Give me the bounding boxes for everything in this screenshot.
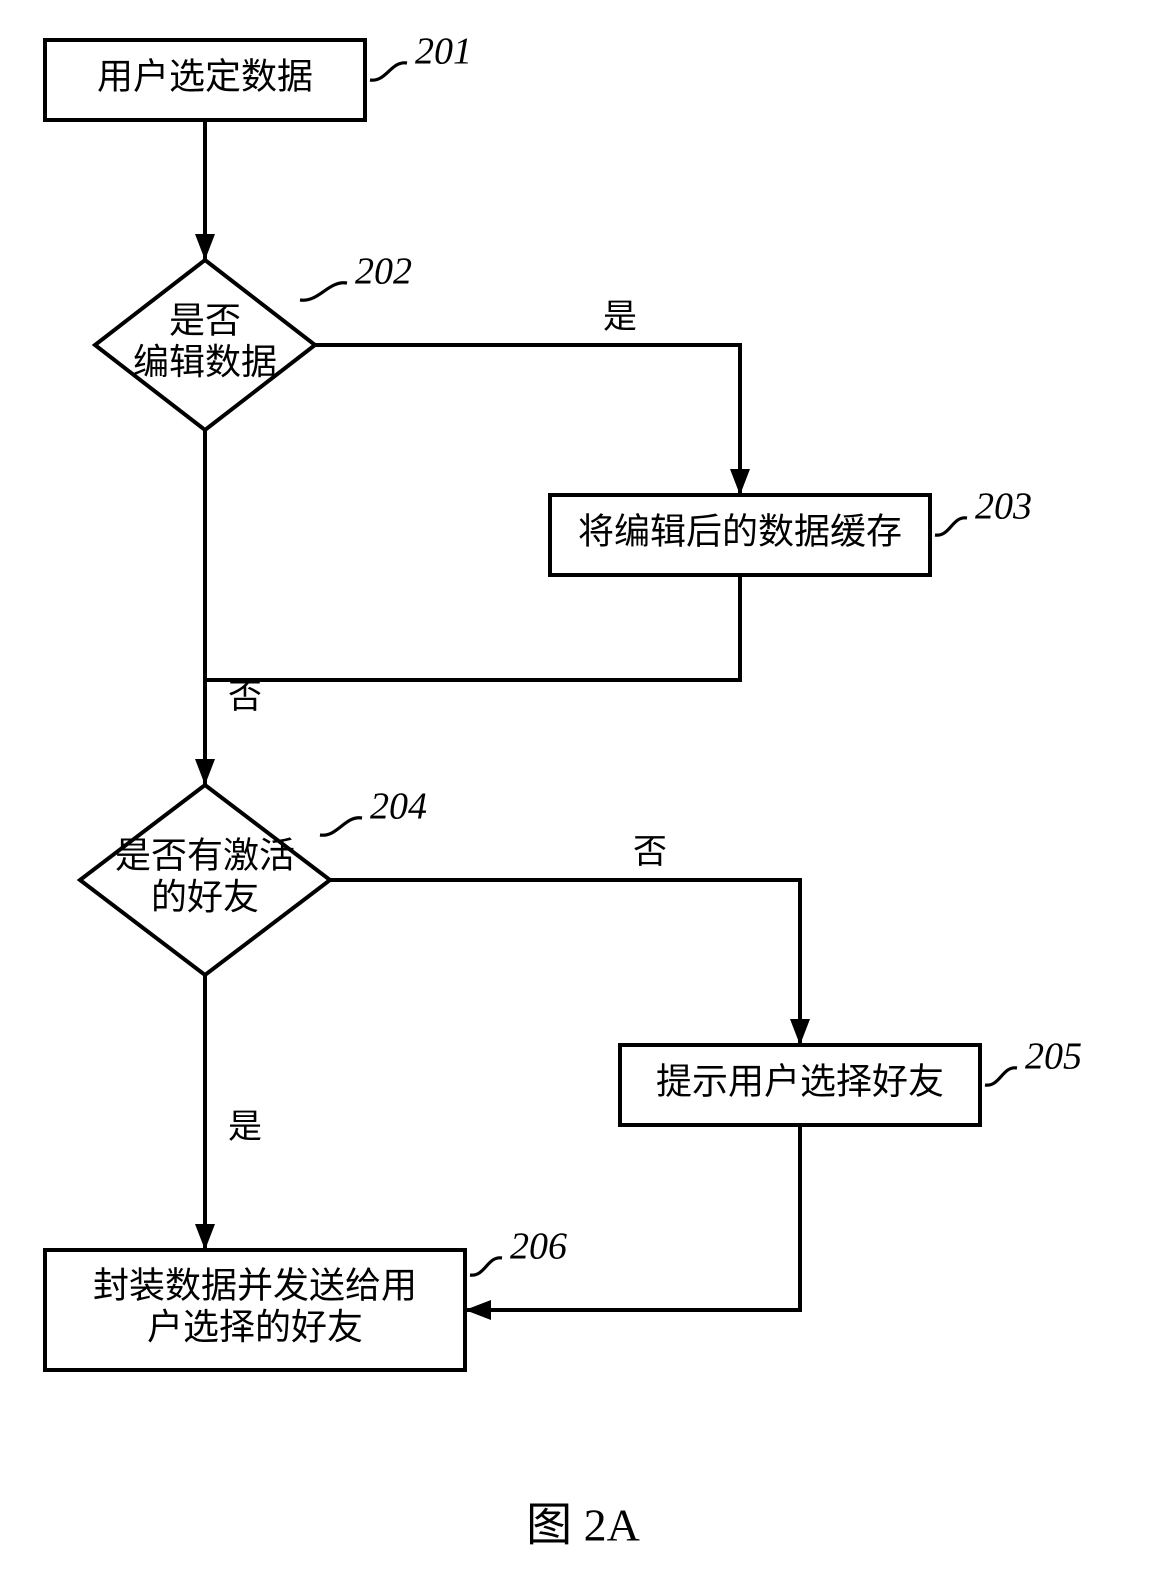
svg-text:204: 204 (370, 786, 427, 828)
svg-text:202: 202 (355, 251, 412, 293)
svg-text:203: 203 (975, 486, 1032, 528)
svg-text:编辑数据: 编辑数据 (133, 342, 277, 382)
svg-text:否: 否 (633, 834, 667, 871)
svg-text:将编辑后的数据缓存: 将编辑后的数据缓存 (578, 511, 902, 551)
svg-text:是: 是 (228, 1109, 262, 1146)
svg-text:封装数据并发送给用: 封装数据并发送给用 (93, 1266, 417, 1306)
svg-text:是: 是 (603, 299, 637, 336)
svg-text:206: 206 (510, 1226, 567, 1268)
svg-text:201: 201 (415, 31, 472, 73)
svg-text:的好友: 的好友 (151, 877, 259, 917)
svg-text:否: 否 (228, 679, 262, 716)
svg-text:用户选定数据: 用户选定数据 (97, 56, 313, 96)
svg-text:提示用户选择好友: 提示用户选择好友 (656, 1061, 944, 1101)
svg-text:是否: 是否 (169, 301, 241, 341)
svg-text:图 2A: 图 2A (526, 1500, 640, 1551)
svg-text:是否有激活: 是否有激活 (115, 836, 295, 876)
svg-text:205: 205 (1025, 1036, 1082, 1078)
svg-text:户选择的好友: 户选择的好友 (147, 1307, 363, 1347)
